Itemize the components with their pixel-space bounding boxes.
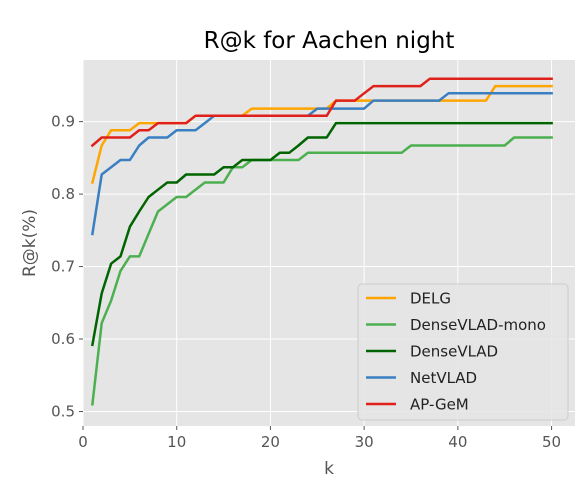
y-axis-label: R@k(%)	[20, 209, 40, 277]
y-tick-label: 0.8	[51, 185, 75, 203]
series-line-netvlad	[90, 92, 553, 236]
x-tick-label: 40	[448, 433, 467, 451]
legend-label-densevlad-mono: DenseVLAD-mono	[410, 316, 546, 334]
legend-label-netvlad: NetVLAD	[410, 369, 477, 387]
x-tick-label: 20	[261, 433, 280, 451]
y-tick-label: 0.7	[51, 258, 75, 276]
chart-title: R@k for Aachen night	[204, 28, 455, 54]
x-tick-label: 50	[542, 433, 561, 451]
x-tick-label: 10	[167, 433, 186, 451]
legend-label-densevlad: DenseVLAD	[410, 343, 498, 361]
series-layer	[90, 77, 553, 406]
x-axis-label: k	[324, 459, 334, 479]
legend: DELG DenseVLAD-mono DenseVLAD NetVLAD AP-GeM	[357, 283, 569, 421]
series-line-densevlad	[90, 121, 553, 347]
legend-box	[357, 283, 569, 421]
y-tick-label: 0.5	[51, 403, 75, 421]
x-tick-label: 0	[78, 433, 88, 451]
legend-label-ap-gem: AP-GeM	[410, 396, 469, 414]
y-tick-label: 0.6	[51, 330, 75, 348]
ticks: 0 10 20 30 40 50 0.5 0.6 0.7 0.8 0.9	[51, 113, 561, 451]
x-tick-label: 30	[355, 433, 374, 451]
grid	[82, 60, 575, 426]
series-line-ap-gem	[90, 77, 553, 148]
y-tick-label: 0.9	[51, 113, 75, 131]
series-line-densevlad-mono	[91, 136, 553, 406]
legend-label-delg: DELG	[410, 290, 451, 308]
